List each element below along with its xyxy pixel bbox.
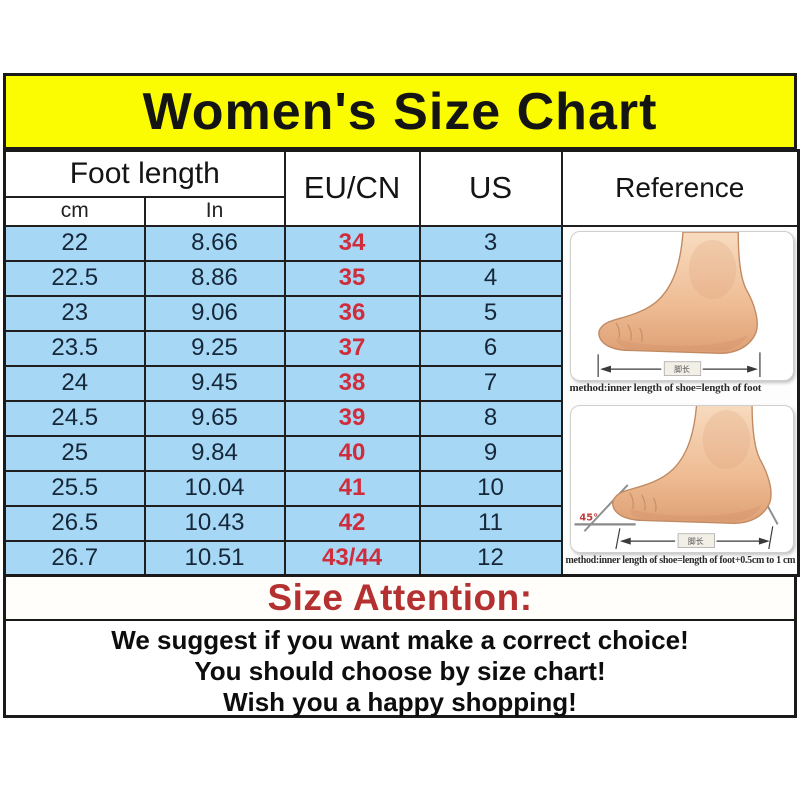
size-attention-heading: Size Attention: xyxy=(267,577,533,618)
col-header-us: US xyxy=(418,149,563,227)
table-cell: 6 xyxy=(418,329,563,367)
col-header-foot-length: Foot length xyxy=(3,149,286,198)
table-cell: 22 xyxy=(3,224,146,262)
table-cell: 9.84 xyxy=(143,434,286,472)
table-row: 24.5 9.65 39 8 xyxy=(3,399,799,437)
dimension-label-2: 脚长 xyxy=(687,536,703,546)
table-cell: 9.06 xyxy=(143,294,286,332)
table-cell: 10.51 xyxy=(143,539,286,577)
table-cell: 24.5 xyxy=(3,399,146,437)
table-cell: 25.5 xyxy=(3,469,146,507)
figure1-caption: method:inner length of shoe=length of fo… xyxy=(569,382,762,395)
table-row: 23 9.06 36 5 xyxy=(3,294,799,332)
col-header-in: In xyxy=(143,195,286,227)
table-row: 26.7 10.51 43/44 12 xyxy=(3,539,799,577)
col-header-reference: Reference xyxy=(560,149,800,227)
table-cell: 42 xyxy=(283,504,421,542)
foot-measure-illustration-2: 45° 脚长 xyxy=(569,405,794,554)
table-cell: 10.04 xyxy=(143,469,286,507)
table-row: 26.5 10.43 42 11 xyxy=(3,504,799,542)
chart-sheet: Women's Size Chart Foot length EU/CN US … xyxy=(3,73,800,718)
table-cell: 10.43 xyxy=(143,504,286,542)
advice-line: You should choose by size chart! xyxy=(194,656,606,686)
table-cell: 8 xyxy=(418,399,563,437)
table-cell: 40 xyxy=(283,434,421,472)
table-row: 25 9.84 40 9 xyxy=(3,434,799,472)
table-cell: 37 xyxy=(283,329,421,367)
col-header-eu-cn: EU/CN xyxy=(283,149,421,227)
table-row: 24 9.45 38 7 xyxy=(3,364,799,402)
dimension-label-1: 脚长 xyxy=(674,364,690,374)
size-attention-section: Size Attention: xyxy=(3,577,797,621)
table-cell: 8.86 xyxy=(143,259,286,297)
table-cell: 23.5 xyxy=(3,329,146,367)
advice-line: We suggest if you want make a correct ch… xyxy=(111,625,689,655)
table-row: 25.5 10.04 41 10 xyxy=(3,469,799,507)
table-cell: 3 xyxy=(418,224,563,262)
figure2-caption: method:inner length of shoe=length of fo… xyxy=(565,555,796,567)
table-cell: 39 xyxy=(283,399,421,437)
table-cell: 36 xyxy=(283,294,421,332)
table-cell: 41 xyxy=(283,469,421,507)
table-cell: 10 xyxy=(418,469,563,507)
table-cell: 7 xyxy=(418,364,563,402)
advice-box: We suggest if you want make a correct ch… xyxy=(3,621,797,718)
table-cell: 5 xyxy=(418,294,563,332)
table-cell: 11 xyxy=(418,504,563,542)
size-table: Foot length EU/CN US Reference cm In 22 … xyxy=(3,149,800,577)
table-cell: 38 xyxy=(283,364,421,402)
foot-side-view-45deg-icon: 45° 脚长 xyxy=(574,406,779,550)
table-cell: 12 xyxy=(418,539,563,577)
table-cell: 9.45 xyxy=(143,364,286,402)
table-row: 22.5 8.86 35 4 xyxy=(3,259,799,297)
table-row: 22 8.66 34 3 xyxy=(3,224,800,577)
table-cell: 25 xyxy=(3,434,146,472)
table-cell: 22.5 xyxy=(3,259,146,297)
table-cell: 26.5 xyxy=(3,504,146,542)
table-cell: 23 xyxy=(3,294,146,332)
angle-label: 45° xyxy=(579,513,598,524)
table-cell: 26.7 xyxy=(3,539,146,577)
table-cell: 35 xyxy=(283,259,421,297)
reference-cell: 脚长 method:inner length of shoe=length of… xyxy=(560,224,800,577)
table-cell: 9.25 xyxy=(143,329,286,367)
table-cell: 9.65 xyxy=(143,399,286,437)
foot-measure-illustration-1: 脚长 xyxy=(569,231,794,382)
reference-figures: 脚长 method:inner length of shoe=length of… xyxy=(564,228,797,574)
table-cell: 24 xyxy=(3,364,146,402)
advice-line: Wish you a happy shopping! xyxy=(223,687,577,717)
table-cell: 8.66 xyxy=(143,224,286,262)
table-cell: 9 xyxy=(418,434,563,472)
table-cell: 34 xyxy=(283,224,421,262)
table-cell: 43/44 xyxy=(283,539,421,577)
table-cell: 4 xyxy=(418,259,563,297)
page-title: Women's Size Chart xyxy=(142,82,658,141)
table-row: 23.5 9.25 37 6 xyxy=(3,329,799,367)
foot-side-view-icon: 脚长 xyxy=(597,232,761,378)
col-header-cm: cm xyxy=(3,195,146,227)
title-banner: Women's Size Chart xyxy=(3,73,797,150)
